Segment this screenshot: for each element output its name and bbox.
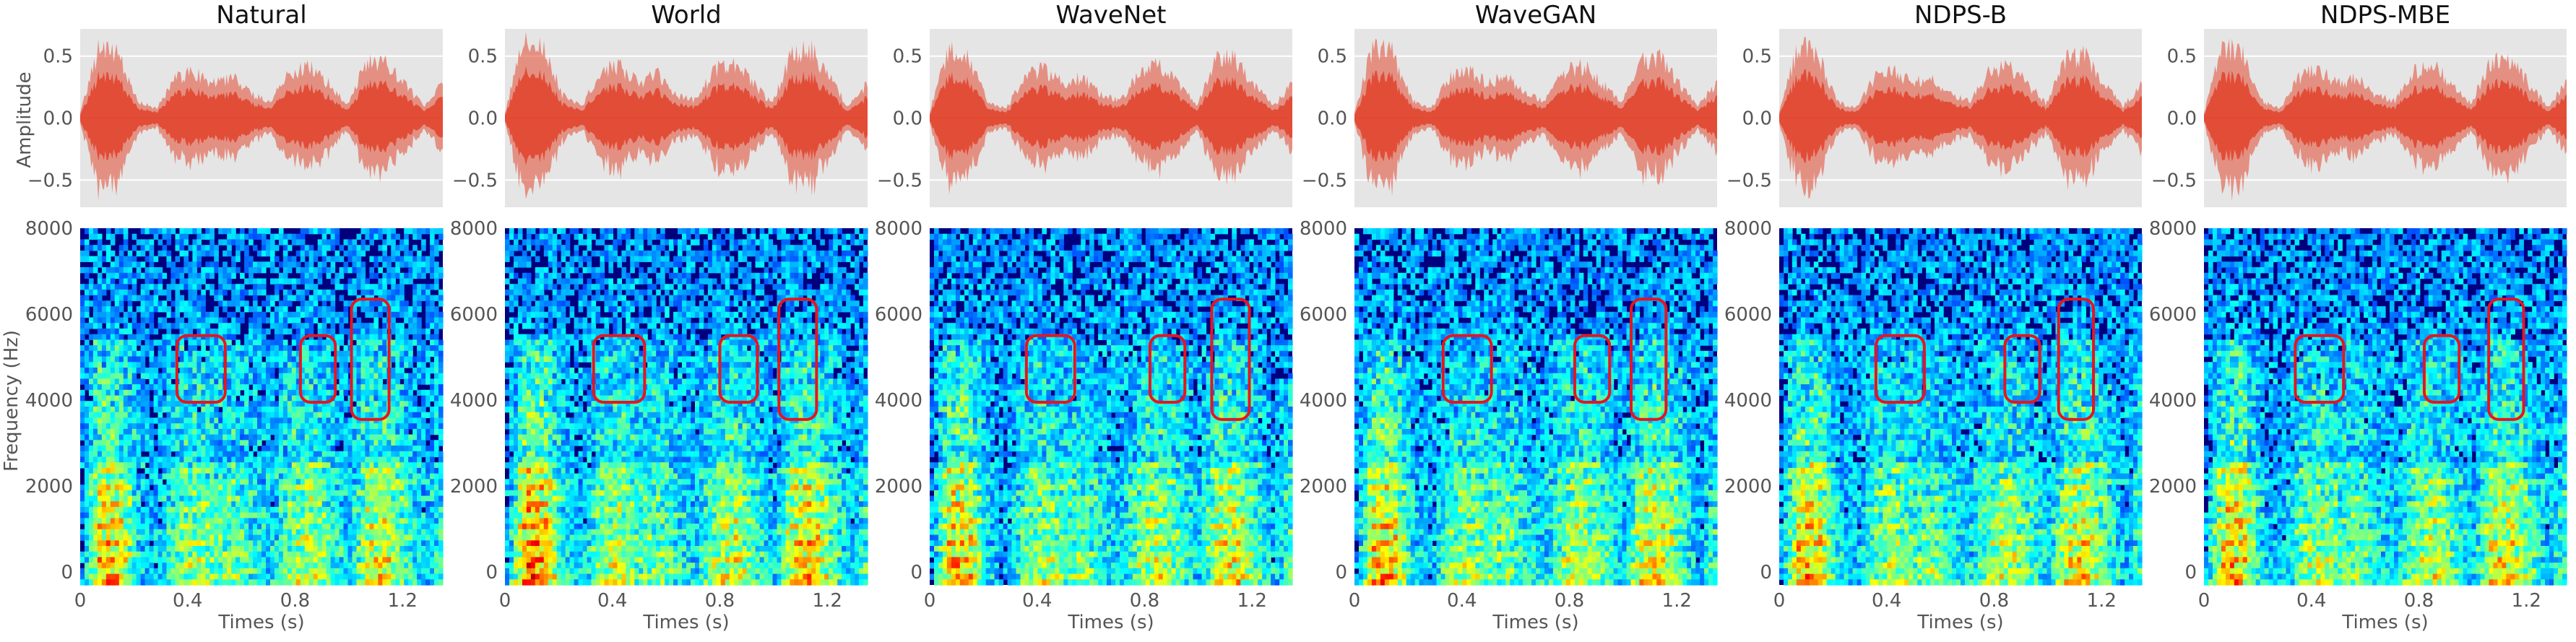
time-tick-label: 0 [2198,590,2210,612]
frequency-tick-label: 8000 [875,218,922,240]
waveform-ytick-label: −0.5 [1726,170,1772,191]
panel-title: Natural [216,1,306,30]
frequency-tick-label: 2000 [450,476,498,498]
spectrogram [1779,228,2143,586]
spectrogram [930,228,1293,586]
time-tick-label: 0.4 [1872,590,1901,612]
frequency-tick-label: 0 [1335,562,1347,584]
time-tick-label: 0 [1773,590,1786,612]
time-tick-label: 1.2 [2087,590,2117,612]
time-tick-label: 1.2 [1662,590,1692,612]
frequency-tick-label: 8000 [25,218,73,240]
time-tick-label: 0.8 [705,590,735,612]
frequency-tick-label: 6000 [2149,304,2197,326]
panel-4: NDPS-B −0.5 0.0 0.5 0 2000 4000 6000 8000 0 0.4 0.8… [1724,1,2143,633]
time-axis-label: Times (s) [1916,612,2003,633]
time-tick-label: 0 [1349,590,1361,612]
frequency-tick-label: 2000 [2149,476,2197,498]
frequency-tick-label: 6000 [875,304,922,326]
time-tick-label: 0 [74,590,87,612]
waveform-ytick-label: 0.5 [1742,46,1772,68]
waveform-ytick-label: 0.0 [2167,108,2197,130]
waveform-ytick-label: 0.0 [893,108,922,130]
frequency-tick-label: 2000 [875,476,922,498]
spectrogram [2204,228,2567,586]
amplitude-axis-label: Amplitude [14,71,35,168]
waveform-ytick-label: 0.5 [1318,46,1347,68]
panel-1: World −0.5 0.0 0.5 0 2000 4000 6000 8000 0 0.4 0.8 1… [450,1,868,633]
waveform-ytick-label: 0.5 [2167,46,2197,68]
frequency-tick-label: 4000 [875,390,922,412]
spectrogram [1354,228,1718,586]
frequency-tick-label: 2000 [25,476,73,498]
time-axis-label: Times (s) [1492,612,1578,633]
waveform-ytick-label: −0.5 [2151,170,2197,191]
panel-title: NDPS-B [1914,1,2007,30]
frequency-tick-label: 4000 [1724,390,1772,412]
waveform-ytick-label: 0.0 [1318,108,1347,130]
panel-title: WaveGAN [1475,1,1596,30]
frequency-axis-label: Frequency (Hz) [1,330,22,472]
frequency-tick-label: 4000 [2149,390,2197,412]
time-tick-label: 0.8 [2404,590,2434,612]
waveform-ytick-label: −0.5 [1302,170,1347,191]
frequency-tick-label: 4000 [1300,390,1347,412]
frequency-tick-label: 0 [485,562,498,584]
time-tick-label: 0.4 [1022,590,1052,612]
frequency-tick-label: 6000 [1724,304,1772,326]
frequency-tick-label: 4000 [450,390,498,412]
time-tick-label: 0.8 [280,590,310,612]
panel-title: WaveNet [1056,1,1167,30]
time-tick-label: 0.4 [2296,590,2326,612]
time-tick-label: 1.2 [388,590,418,612]
waveform-ytick-label: 0.0 [43,108,73,130]
waveform-ytick-label: 0.5 [893,46,922,68]
frequency-tick-label: 6000 [25,304,73,326]
time-axis-label: Times (s) [2341,612,2428,633]
frequency-tick-label: 8000 [2149,218,2197,240]
frequency-tick-label: 0 [2184,562,2197,584]
time-tick-label: 1.2 [1237,590,1267,612]
waveform-ytick-label: 0.5 [468,46,498,68]
time-tick-label: 0 [499,590,511,612]
frequency-tick-label: 0 [61,562,73,584]
time-tick-label: 1.2 [2512,590,2541,612]
frequency-tick-label: 8000 [1724,218,1772,240]
frequency-tick-label: 6000 [1300,304,1347,326]
frequency-tick-label: 0 [1760,562,1772,584]
time-tick-label: 0.8 [1130,590,1159,612]
time-tick-label: 0.8 [1979,590,2009,612]
waveform-ytick-label: 0.5 [43,46,73,68]
frequency-tick-label: 2000 [1300,476,1347,498]
waveform-ytick-label: 0.0 [1742,108,1772,130]
frequency-tick-label: 8000 [450,218,498,240]
panel-3: WaveGAN −0.5 0.0 0.5 0 2000 4000 6000 8000 0 0.4 0.… [1300,1,1718,633]
frequency-tick-label: 8000 [1300,218,1347,240]
frequency-tick-label: 4000 [25,390,73,412]
panel-0: Natural −0.5 0.0 0.5 0 2000 4000 6000 8000 0 0.4 0.… [25,1,444,633]
time-tick-label: 0.4 [1447,590,1477,612]
spectrogram [505,228,868,586]
panel-title: NDPS-MBE [2320,1,2450,30]
time-tick-label: 0.4 [597,590,627,612]
time-tick-label: 0 [924,590,936,612]
waveform-ytick-label: −0.5 [27,170,73,191]
panel-title: World [651,1,721,30]
waveform-ytick-label: −0.5 [877,170,922,191]
frequency-tick-label: 0 [910,562,922,584]
panel-5: NDPS-MBE −0.5 0.0 0.5 0 2000 4000 6000 8000 0 0.4 0… [2149,1,2567,633]
panel-2: WaveNet −0.5 0.0 0.5 0 2000 4000 6000 8000 0 0.4 0.… [875,1,1293,633]
time-tick-label: 1.2 [813,590,842,612]
time-axis-label: Times (s) [642,612,729,633]
time-tick-label: 0.8 [1555,590,1584,612]
time-tick-label: 0.4 [173,590,202,612]
frequency-tick-label: 2000 [1724,476,1772,498]
time-axis-label: Times (s) [217,612,304,633]
frequency-tick-label: 6000 [450,304,498,326]
waveform-ytick-label: −0.5 [452,170,498,191]
time-axis-label: Times (s) [1067,612,1154,633]
waveform-ytick-label: 0.0 [468,108,498,130]
